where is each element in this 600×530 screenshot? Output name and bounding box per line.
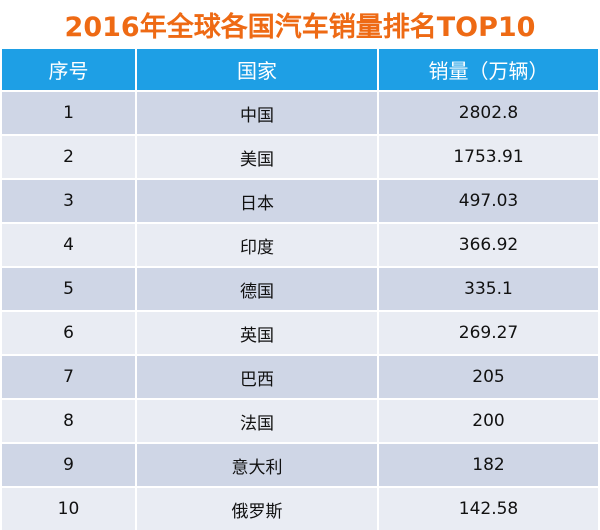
- table-row: 5 德国 335.1: [2, 266, 598, 311]
- table-row: 9 意大利 182: [2, 442, 598, 487]
- header-sales: 销量（万辆）: [378, 49, 598, 91]
- rank-cell: 2: [2, 134, 137, 179]
- ranking-table: 序号 国家 销量（万辆） 1 中国 2802.8 2 美国 1753.91 3 日本 497.0…: [2, 49, 598, 530]
- country-cell: 意大利: [136, 442, 379, 487]
- chart-title: 2016年全球各国汽车销量排名TOP10: [64, 11, 536, 43]
- header-rank: 序号: [2, 49, 137, 91]
- table-row: 2 美国 1753.91: [2, 134, 598, 179]
- sales-cell: 2802.8: [378, 90, 598, 135]
- country-cell: 中国: [136, 90, 379, 135]
- rank-cell: 10: [2, 486, 137, 530]
- country-cell: 法国: [136, 398, 379, 443]
- country-cell: 德国: [136, 266, 379, 311]
- sales-cell: 366.92: [378, 222, 598, 267]
- rank-cell: 1: [2, 90, 137, 135]
- sales-cell: 200: [378, 398, 598, 443]
- table-row: 6 英国 269.27: [2, 310, 598, 355]
- header-country: 国家: [136, 49, 379, 91]
- sales-cell: 182: [378, 442, 598, 487]
- rank-cell: 7: [2, 354, 137, 399]
- rank-cell: 4: [2, 222, 137, 267]
- country-cell: 巴西: [136, 354, 379, 399]
- country-cell: 印度: [136, 222, 379, 267]
- table-row: 1 中国 2802.8: [2, 90, 598, 135]
- table-row: 8 法国 200: [2, 398, 598, 443]
- table-row: 10 俄罗斯 142.58: [2, 486, 598, 530]
- sales-cell: 1753.91: [378, 134, 598, 179]
- country-cell: 美国: [136, 134, 379, 179]
- country-cell: 英国: [136, 310, 379, 355]
- rank-cell: 3: [2, 178, 137, 223]
- rank-cell: 8: [2, 398, 137, 443]
- country-cell: 俄罗斯: [136, 486, 379, 530]
- table-body: 1 中国 2802.8 2 美国 1753.91 3 日本 497.03 4 印度 366.92 5 德国…: [2, 90, 598, 530]
- table-row: 7 巴西 205: [2, 354, 598, 399]
- header-row: 序号 国家 销量（万辆）: [2, 49, 598, 91]
- country-cell: 日本: [136, 178, 379, 223]
- table-row: 4 印度 366.92: [2, 222, 598, 267]
- sales-cell: 205: [378, 354, 598, 399]
- rank-cell: 6: [2, 310, 137, 355]
- sales-cell: 269.27: [378, 310, 598, 355]
- rank-cell: 9: [2, 442, 137, 487]
- sales-cell: 335.1: [378, 266, 598, 311]
- sales-cell: 497.03: [378, 178, 598, 223]
- table-row: 3 日本 497.03: [2, 178, 598, 223]
- rank-cell: 5: [2, 266, 137, 311]
- sales-cell: 142.58: [378, 486, 598, 530]
